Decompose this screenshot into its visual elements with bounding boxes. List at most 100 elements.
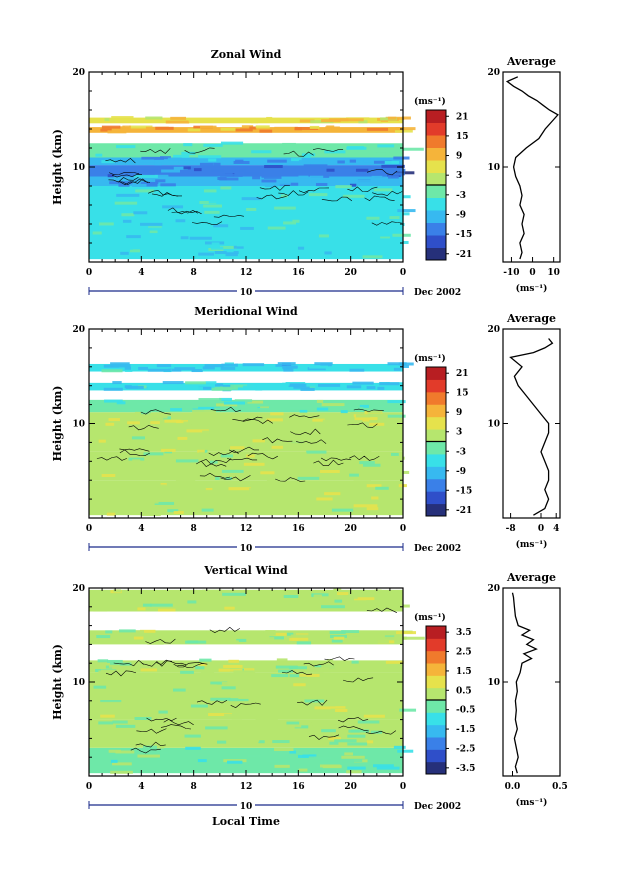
field-cell [300, 387, 315, 391]
field-cell [371, 175, 383, 179]
date-month: Dec 2002 [414, 288, 461, 298]
field-cell [286, 365, 298, 369]
field-cell [371, 414, 380, 418]
field-cell [313, 594, 322, 598]
field-cell [363, 159, 379, 163]
contour-line [130, 747, 161, 754]
average-title: Average [506, 312, 556, 325]
field-cell [235, 128, 253, 132]
field-cell [373, 152, 386, 156]
contour-line [371, 221, 402, 226]
field-cell [378, 759, 400, 763]
field-cell [297, 246, 305, 250]
field-cell [292, 148, 307, 152]
field-cell [264, 165, 283, 169]
field-cell [357, 720, 380, 724]
field-cell [121, 720, 141, 724]
field-cell [162, 381, 184, 385]
field-cell [131, 661, 149, 665]
x-tick-label: 16 [292, 268, 305, 278]
field-cell [238, 505, 258, 509]
field-cell [243, 462, 265, 466]
colorbar-label: -0.5 [456, 706, 475, 716]
field-cell [347, 734, 366, 738]
field-cell [195, 666, 205, 670]
field-cell [108, 664, 120, 668]
field-cell [220, 141, 244, 145]
field-cell [352, 381, 374, 385]
colorbar-swatch [426, 675, 446, 689]
field-cell [239, 168, 246, 172]
field-cell [109, 117, 117, 121]
field-cell [361, 699, 372, 703]
field-cell [202, 589, 223, 593]
field-cell [366, 127, 389, 131]
field-cell [98, 222, 114, 226]
field-cell [266, 116, 273, 120]
field-cell [400, 147, 424, 151]
field-cell [314, 221, 322, 225]
field-cell [367, 172, 387, 176]
colorbar-swatch [426, 626, 446, 639]
y-tick-label: 20 [72, 584, 85, 594]
average-x-tick-label: -10 [503, 268, 519, 278]
field-cell [134, 411, 142, 415]
field-cell [388, 172, 405, 176]
field-cell [374, 174, 399, 178]
field-cell [104, 399, 123, 403]
field-cell [382, 223, 405, 227]
field-cell [103, 387, 123, 391]
contour-line [200, 458, 232, 465]
field-cell [219, 245, 237, 249]
field-cell [255, 387, 263, 391]
y-tick-label: 10 [72, 678, 85, 688]
colorbar-swatch [426, 210, 446, 223]
field-cell [347, 742, 368, 746]
colorbar-swatch [426, 466, 446, 480]
field-cell [224, 713, 241, 717]
field-cell [197, 759, 207, 763]
field-cell [296, 641, 312, 645]
field-cell [380, 236, 390, 240]
field-cell [155, 412, 172, 416]
contour-line [353, 408, 384, 412]
field-cell [324, 492, 341, 496]
field-cell [101, 474, 116, 478]
field-cell [334, 236, 358, 240]
field-cell [223, 759, 247, 763]
field-cell [324, 251, 332, 255]
field-cell [316, 497, 333, 501]
field-cell [230, 446, 245, 450]
field-cell [308, 193, 328, 197]
field-cell [291, 158, 302, 162]
field-cell [369, 120, 383, 124]
field-cell [306, 450, 327, 454]
field-cell [143, 452, 164, 456]
field-cell [112, 720, 128, 724]
field-cell [183, 166, 191, 170]
colorbar-label: -15 [456, 230, 472, 240]
field-cell [349, 159, 356, 163]
field-cell [100, 714, 115, 718]
field-cell [351, 729, 370, 733]
field-cell [382, 728, 404, 732]
field-cell [226, 249, 234, 253]
field-cell [116, 401, 126, 405]
field-cell [241, 125, 254, 129]
field-cell [344, 637, 354, 641]
average-y-tick-label: 10 [487, 678, 500, 688]
date-label-bg [237, 542, 255, 553]
field-cell [177, 384, 192, 388]
field-cell [154, 174, 169, 178]
field-cell [255, 125, 270, 129]
contour-line [289, 414, 320, 419]
colorbar-swatch [426, 222, 446, 236]
contour-line [105, 158, 136, 164]
field-cell [342, 595, 358, 599]
field-cell [170, 408, 183, 412]
field-cell [154, 162, 162, 166]
field-cell [139, 711, 160, 715]
y-tick-label: 10 [72, 163, 85, 173]
contour-line [247, 452, 278, 460]
field-cell [220, 127, 240, 131]
